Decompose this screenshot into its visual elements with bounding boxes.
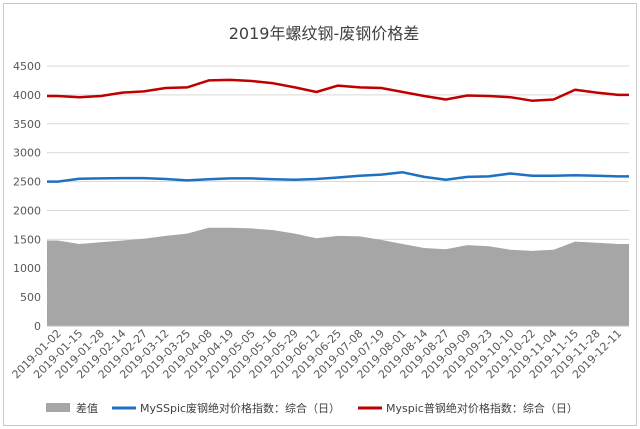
y-tick-label: 0 [34,320,41,333]
y-tick-label: 3500 [13,118,41,131]
legend-label-diff: 差值 [76,401,98,415]
legend-item-diff[interactable]: 差值 [46,401,98,415]
x-axis: 2019-01-022019-01-152019-01-282019-02-14… [9,325,629,381]
y-axis: 0 500 1000 1500 2000 2500 3000 3500 4000 4500 [13,60,41,333]
legend-label-scrap: MySSpic废钢绝对价格指数：综合（日） [140,401,340,415]
legend-item-rebar[interactable]: Myspic普钢绝对价格指数：综合（日） [358,401,578,415]
y-tick-label: 500 [20,291,41,304]
y-tick-label: 1000 [13,262,41,275]
y-tick-label: 4500 [13,60,41,73]
chart-frame: 2019年螺纹钢-废钢价格差 0 500 1000 1500 2000 2500 3000 3… [3,3,637,426]
y-tick-label: 3000 [13,147,41,160]
series-area-diff [47,227,629,326]
legend-label-rebar: Myspic普钢绝对价格指数：综合（日） [386,401,578,415]
y-tick-label: 2000 [13,204,41,217]
legend-swatch-diff [46,403,70,412]
series-line-rebar [47,78,629,102]
series-layer [47,78,629,326]
legend: 差值 MySSpic废钢绝对价格指数：综合（日） Myspic普钢绝对价格指数：… [46,401,578,415]
line-area-chart: 2019年螺纹钢-废钢价格差 0 500 1000 1500 2000 2500 3000 3… [9,24,629,415]
y-tick-label: 1500 [13,233,41,246]
y-tick-label: 2500 [13,176,41,189]
y-tick-label: 4000 [13,89,41,102]
series-line-scrap [47,171,629,183]
legend-item-scrap[interactable]: MySSpic废钢绝对价格指数：综合（日） [112,401,340,415]
chart-title: 2019年螺纹钢-废钢价格差 [229,24,420,43]
